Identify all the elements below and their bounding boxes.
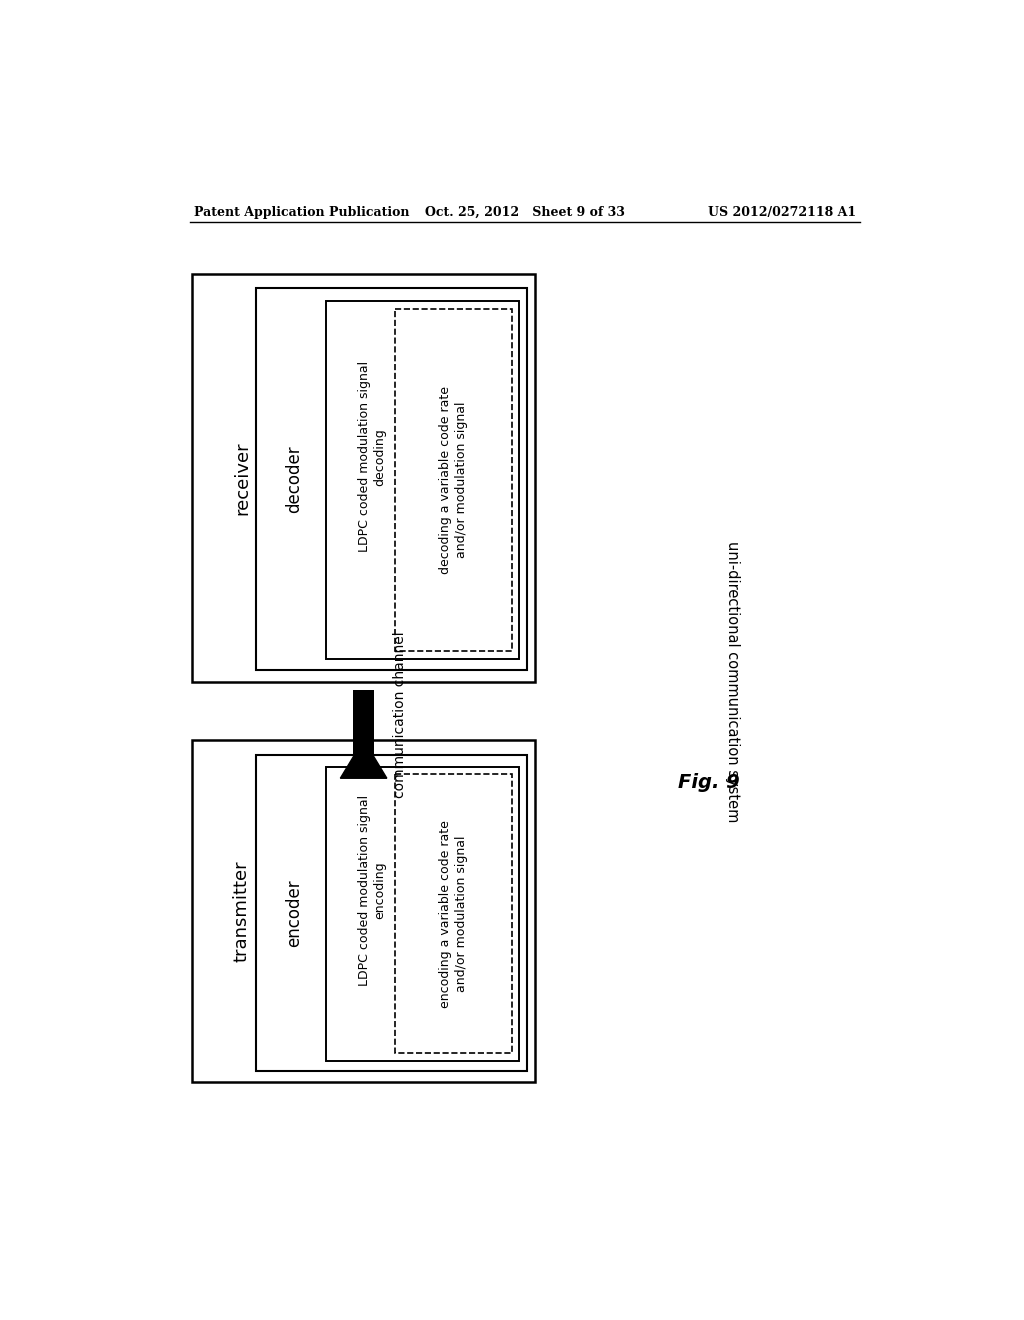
Text: decoding a variable code rate
and/or modulation signal: decoding a variable code rate and/or mod… <box>439 385 468 574</box>
Text: LDPC coded modulation signal
encoding: LDPC coded modulation signal encoding <box>358 795 386 986</box>
Bar <box>395 775 512 1053</box>
Text: receiver: receiver <box>232 441 251 515</box>
Text: uni-directional communication system: uni-directional communication system <box>725 541 740 822</box>
Text: LDPC coded modulation signal
decoding: LDPC coded modulation signal decoding <box>358 362 386 552</box>
Text: Fig. 9: Fig. 9 <box>678 772 740 792</box>
Text: Oct. 25, 2012   Sheet 9 of 33: Oct. 25, 2012 Sheet 9 of 33 <box>425 206 625 219</box>
Text: communication channel: communication channel <box>393 631 408 799</box>
Bar <box>352 689 375 779</box>
Bar <box>191 739 535 1082</box>
Text: US 2012/0272118 A1: US 2012/0272118 A1 <box>709 206 856 219</box>
Bar <box>326 301 519 659</box>
Text: encoding a variable code rate
and/or modulation signal: encoding a variable code rate and/or mod… <box>439 820 468 1007</box>
Text: decoder: decoder <box>286 445 304 513</box>
Bar <box>191 275 535 682</box>
Bar <box>256 288 527 671</box>
Polygon shape <box>340 739 387 779</box>
Text: transmitter: transmitter <box>232 861 251 962</box>
Text: encoder: encoder <box>286 879 304 946</box>
Bar <box>326 767 519 1061</box>
Bar <box>395 309 512 651</box>
Text: Patent Application Publication: Patent Application Publication <box>194 206 410 219</box>
Bar <box>352 689 375 692</box>
Bar <box>256 755 527 1071</box>
